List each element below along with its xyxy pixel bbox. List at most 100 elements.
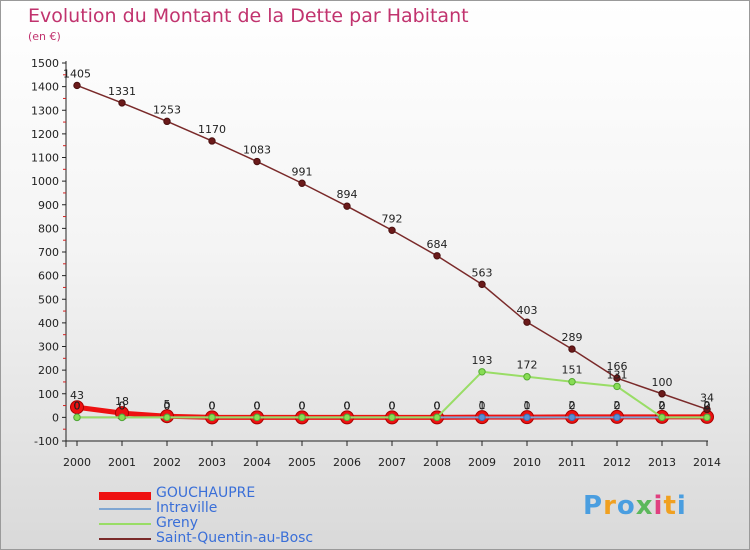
data-point (613, 413, 621, 422)
x-tick-label: 2006 (333, 456, 361, 469)
x-tick-label: 2007 (378, 456, 406, 469)
y-tick-label: 300 (38, 341, 59, 354)
data-label: 172 (517, 359, 538, 372)
x-tick-label: 2011 (558, 456, 586, 469)
data-label: 18 (115, 395, 129, 408)
data-point (568, 378, 576, 386)
data-label: 0 (434, 399, 441, 412)
y-tick-label: 400 (38, 317, 59, 330)
y-tick-label: 1300 (31, 104, 59, 117)
data-label: 0 (614, 399, 621, 412)
logo-letter: r (603, 491, 617, 521)
data-point (73, 413, 81, 422)
data-point (568, 345, 576, 353)
data-label: 0 (389, 399, 396, 412)
data-label: 0 (209, 399, 216, 412)
data-label: 0 (299, 399, 306, 412)
data-point (433, 413, 441, 422)
data-label: 0 (569, 399, 576, 412)
data-label: 1 (524, 399, 531, 412)
data-label: 5 (164, 398, 171, 411)
x-tick-label: 2001 (108, 456, 136, 469)
data-point (478, 368, 486, 376)
y-tick-label: 0 (52, 411, 59, 424)
data-point (343, 202, 351, 210)
data-point (433, 252, 441, 260)
data-point (388, 413, 396, 422)
data-point (163, 413, 171, 422)
legend-swatch (99, 508, 151, 510)
x-tick-label: 2002 (153, 456, 181, 469)
data-label: 0 (389, 399, 396, 412)
data-point (568, 413, 576, 422)
data-label: 0 (299, 399, 306, 412)
data-label: 563 (472, 266, 493, 279)
logo-letter: P (583, 491, 604, 521)
x-tick-label: 2008 (423, 456, 451, 469)
y-tick-label: 1000 (31, 175, 59, 188)
data-label: 0 (74, 399, 81, 412)
data-label: 166 (607, 360, 628, 373)
data-point (523, 413, 531, 422)
y-tick-label: 600 (38, 270, 59, 283)
data-label: 193 (472, 354, 493, 367)
data-label: 1170 (198, 123, 226, 136)
data-label: 0 (704, 399, 711, 412)
data-label: 0 (164, 399, 171, 412)
data-point (163, 117, 171, 126)
data-label: 1331 (108, 85, 136, 98)
data-point (523, 318, 531, 326)
data-label: 1405 (63, 67, 91, 80)
chart-title: Evolution du Montant de la Dette par Hab… (28, 5, 469, 27)
legend-item: Greny (99, 515, 359, 531)
legend-item: GOUCHAUPRE (99, 485, 359, 501)
data-label: 0 (254, 399, 261, 412)
data-point (703, 405, 711, 414)
y-tick-label: 1200 (31, 128, 59, 141)
x-tick-label: 2013 (648, 456, 676, 469)
data-label: 100 (652, 376, 673, 389)
y-tick-label: 500 (38, 293, 59, 306)
data-label: 131 (607, 368, 628, 381)
data-label: 1253 (153, 103, 181, 116)
data-label: 0 (254, 399, 261, 412)
y-tick-label: 900 (38, 199, 59, 212)
legend-label: GOUCHAUPRE (156, 485, 256, 501)
data-label: 0 (344, 399, 351, 412)
data-point (658, 390, 666, 398)
logo-letter: x (635, 491, 654, 521)
legend-swatch (99, 492, 151, 500)
data-label: 0 (479, 399, 486, 412)
data-label: 991 (292, 165, 313, 178)
proxiti-logo: Proxiti (583, 491, 687, 521)
data-label: 0 (209, 399, 216, 412)
data-point (208, 413, 216, 422)
y-tick-label: 800 (38, 222, 59, 235)
logo-letter: i (676, 491, 687, 521)
data-label: 2 (614, 399, 621, 412)
data-label: 43 (70, 389, 84, 402)
logo-letter: o (616, 491, 636, 521)
data-label: 151 (562, 364, 583, 377)
data-label: 0 (119, 399, 126, 412)
data-label: 0 (254, 399, 261, 412)
data-label: 0 (704, 399, 711, 412)
y-tick-label: 1500 (31, 57, 59, 70)
legend-swatch (99, 538, 151, 540)
data-point (298, 179, 306, 187)
x-tick-label: 2014 (693, 456, 721, 469)
data-label: 1 (479, 399, 486, 412)
data-label: 0 (344, 399, 351, 412)
data-point (658, 413, 666, 422)
data-point (478, 413, 486, 422)
data-label: 0 (389, 399, 396, 412)
x-tick-label: 2004 (243, 456, 271, 469)
data-point (118, 413, 126, 422)
data-point (298, 413, 306, 422)
legend-item: Saint-Quentin-au-Bosc (99, 530, 359, 546)
x-tick-label: 2012 (603, 456, 631, 469)
data-point (613, 382, 621, 391)
data-label: 0 (209, 399, 216, 412)
data-label: 2 (704, 399, 711, 412)
data-point (73, 81, 81, 90)
